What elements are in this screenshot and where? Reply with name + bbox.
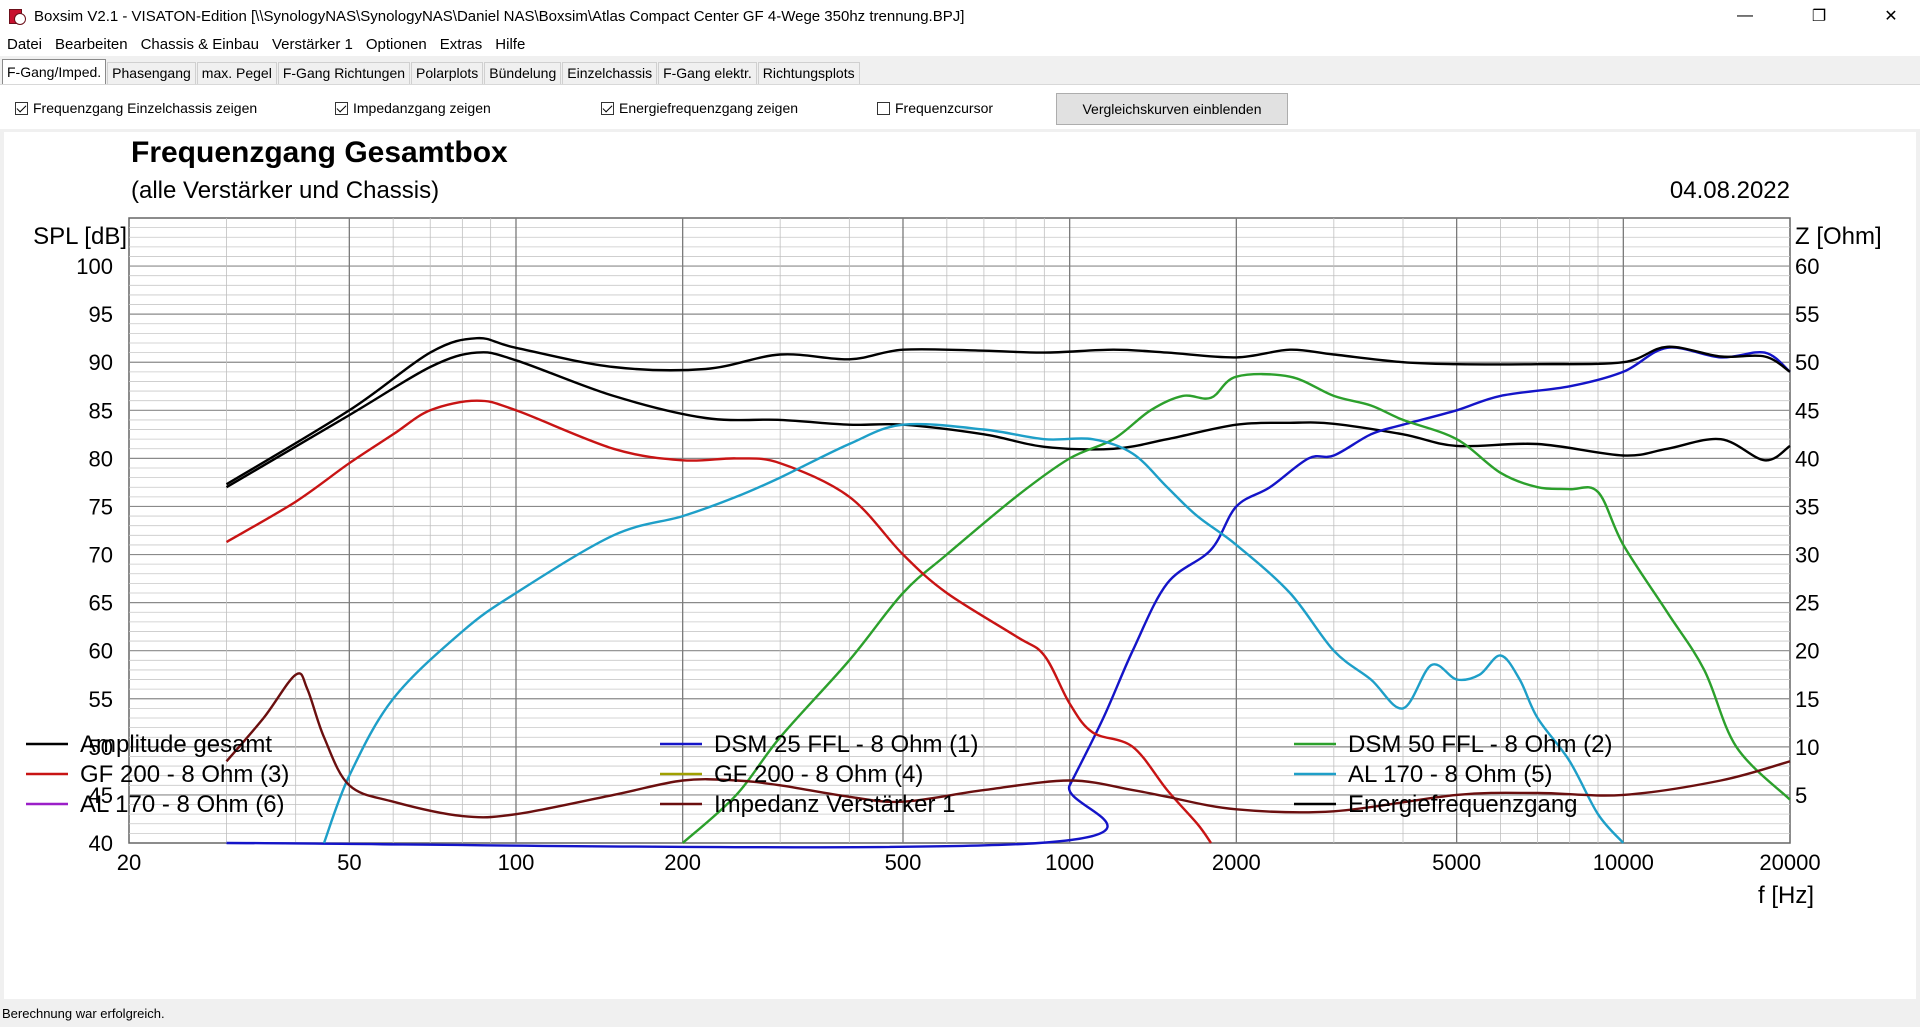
legend-label-impedanz-verst-rker-1: Impedanz Verstärker 1 bbox=[714, 791, 955, 818]
legend-label-dsm-25-ffl-8-ohm-1: DSM 25 FFL - 8 Ohm (1) bbox=[714, 731, 979, 758]
option-einzelchassis-label: Frequenzgang Einzelchassis zeigen bbox=[33, 100, 258, 116]
chart-area: Frequenzgang Gesamtbox (alle Verstärker … bbox=[4, 132, 1916, 999]
y2-tick-label: 40 bbox=[1795, 446, 1819, 471]
y-tick-label: 70 bbox=[89, 543, 113, 568]
x-tick-label: 20000 bbox=[1759, 850, 1820, 875]
y-tick-label: 65 bbox=[89, 591, 113, 616]
y-tick-label: 85 bbox=[89, 398, 113, 423]
options-bar: Frequenzgang Einzelchassis zeigen Impeda… bbox=[0, 84, 1920, 129]
chart-subtitle: (alle Verstärker und Chassis) bbox=[131, 177, 439, 204]
tab-fgang-richtungen[interactable]: F-Gang Richtungen bbox=[277, 62, 411, 84]
tab-polarplots[interactable]: Polarplots bbox=[411, 62, 484, 84]
legend-label-gf-200-8-ohm-4: GF 200 - 8 Ohm (4) bbox=[714, 761, 923, 788]
y-tick-label: 95 bbox=[89, 302, 113, 327]
series-line-amplitude-gesamt bbox=[225, 351, 1791, 489]
y-tick-label: 40 bbox=[89, 831, 113, 856]
series-line-dsm-50-ffl-8-ohm-2 bbox=[681, 372, 1791, 844]
title-bar: Boxsim V2.1 - VISATON-Edition [\\Synolog… bbox=[0, 0, 1920, 32]
y-tick-label: 55 bbox=[89, 687, 113, 712]
y-tick-label: 100 bbox=[76, 254, 113, 279]
series-line-gf-200-8-ohm-3 bbox=[225, 399, 1212, 844]
chart-date: 04.08.2022 bbox=[1670, 177, 1790, 204]
legend-label-al-170-8-ohm-6: AL 170 - 8 Ohm (6) bbox=[80, 791, 285, 818]
x-tick-label: 2000 bbox=[1212, 850, 1261, 875]
close-button[interactable]: ✕ bbox=[1884, 8, 1898, 25]
option-impedanz-label: Impedanzgang zeigen bbox=[353, 100, 491, 116]
legend-label-energiefrequenzgang: Energiefrequenzgang bbox=[1348, 791, 1578, 818]
status-bar: Berechnung war erfolgreich. bbox=[0, 999, 1920, 1027]
series-line-energiefrequenzgang bbox=[225, 336, 1791, 486]
y2-tick-label: 5 bbox=[1795, 783, 1807, 808]
window-title: Boxsim V2.1 - VISATON-Edition [\\Synolog… bbox=[34, 7, 965, 25]
y-axis-label: SPL [dB] bbox=[33, 223, 127, 250]
y2-tick-label: 45 bbox=[1795, 398, 1819, 423]
menu-verstaerker[interactable]: Verstärker 1 bbox=[272, 35, 353, 53]
menu-bearbeiten[interactable]: Bearbeiten bbox=[55, 35, 128, 53]
y-tick-label: 45 bbox=[89, 783, 113, 808]
menu-bar: Datei Bearbeiten Chassis & Einbau Verstä… bbox=[0, 32, 1920, 56]
x-tick-label: 5000 bbox=[1432, 850, 1481, 875]
plot-frame bbox=[128, 217, 1791, 844]
legend-label-amplitude-gesamt: Amplitude gesamt bbox=[80, 731, 272, 758]
y2-axis-label: Z [Ohm] bbox=[1795, 223, 1882, 250]
minimize-button[interactable]: — bbox=[1737, 7, 1753, 24]
x-tick-label: 20 bbox=[117, 850, 141, 875]
y2-tick-label: 10 bbox=[1795, 735, 1819, 760]
checkbox-einzelchassis[interactable] bbox=[15, 101, 28, 115]
checkbox-impedanz[interactable] bbox=[335, 101, 348, 115]
y-tick-label: 90 bbox=[89, 350, 113, 375]
x-tick-label: 100 bbox=[498, 850, 535, 875]
tab-bar: F-Gang/Imped. Phasengang max. Pegel F-Ga… bbox=[0, 57, 1920, 84]
series-line-impedanz-verst-rker-1 bbox=[225, 672, 1791, 819]
x-tick-label: 200 bbox=[664, 850, 701, 875]
tab-fgang-imped[interactable]: F-Gang/Imped. bbox=[2, 59, 107, 84]
maximize-button[interactable]: ❐ bbox=[1811, 8, 1827, 25]
menu-extras[interactable]: Extras bbox=[439, 35, 483, 53]
tab-fgang-elektr[interactable]: F-Gang elektr. bbox=[658, 62, 757, 84]
x-tick-label: 500 bbox=[885, 850, 922, 875]
y2-tick-label: 35 bbox=[1795, 494, 1819, 519]
y-tick-label: 80 bbox=[89, 446, 113, 471]
legend-label-dsm-50-ffl-8-ohm-2: DSM 50 FFL - 8 Ohm (2) bbox=[1348, 731, 1613, 758]
menu-datei[interactable]: Datei bbox=[7, 35, 43, 53]
chart-title: Frequenzgang Gesamtbox bbox=[131, 136, 508, 169]
x-tick-label: 1000 bbox=[1045, 850, 1094, 875]
x-axis-label: f [Hz] bbox=[1758, 882, 1814, 909]
y2-tick-label: 55 bbox=[1795, 302, 1819, 327]
menu-optionen[interactable]: Optionen bbox=[365, 35, 427, 53]
tab-max-pegel[interactable]: max. Pegel bbox=[196, 62, 277, 84]
y2-tick-label: 25 bbox=[1795, 591, 1819, 616]
x-tick-label: 10000 bbox=[1593, 850, 1654, 875]
y-tick-label: 75 bbox=[89, 494, 113, 519]
y-tick-label: 50 bbox=[89, 735, 113, 760]
compare-curves-button[interactable]: Vergleichskurven einblenden bbox=[1056, 93, 1288, 125]
y2-tick-label: 60 bbox=[1795, 254, 1819, 279]
y2-tick-label: 20 bbox=[1795, 639, 1819, 664]
legend-label-al-170-8-ohm-5: AL 170 - 8 Ohm (5) bbox=[1348, 761, 1553, 788]
frequency-response-chart: Frequenzgang Gesamtbox (alle Verstärker … bbox=[26, 136, 1882, 909]
tab-richtungsplots[interactable]: Richtungsplots bbox=[757, 62, 860, 84]
tab-buendelung[interactable]: Bündelung bbox=[484, 62, 562, 84]
x-tick-label: 50 bbox=[337, 850, 361, 875]
checkbox-cursor[interactable] bbox=[877, 101, 890, 115]
y-tick-label: 60 bbox=[89, 639, 113, 664]
series-line-dsm-25-ffl-8-ohm-1 bbox=[226, 346, 1791, 849]
y2-tick-label: 30 bbox=[1795, 543, 1819, 568]
option-cursor-label: Frequenzcursor bbox=[895, 100, 994, 116]
y2-tick-label: 50 bbox=[1795, 350, 1819, 375]
option-einzelchassis[interactable]: Frequenzgang Einzelchassis zeigen bbox=[15, 100, 257, 116]
app-icon bbox=[8, 7, 26, 25]
legend-label-gf-200-8-ohm-3: GF 200 - 8 Ohm (3) bbox=[80, 761, 289, 788]
checkbox-energie[interactable] bbox=[601, 101, 614, 115]
tab-einzelchassis[interactable]: Einzelchassis bbox=[562, 62, 658, 84]
option-energie[interactable]: Energiefrequenzgang zeigen bbox=[601, 100, 798, 116]
y2-tick-label: 15 bbox=[1795, 687, 1819, 712]
option-energie-label: Energiefrequenzgang zeigen bbox=[619, 100, 799, 116]
option-impedanz[interactable]: Impedanzgang zeigen bbox=[335, 100, 491, 116]
menu-hilfe[interactable]: Hilfe bbox=[495, 35, 526, 53]
option-cursor[interactable]: Frequenzcursor bbox=[877, 100, 993, 116]
series-line-al-170-8-ohm-5 bbox=[322, 422, 1625, 844]
tab-phasengang[interactable]: Phasengang bbox=[107, 62, 196, 84]
menu-chassis-einbau[interactable]: Chassis & Einbau bbox=[140, 35, 259, 53]
